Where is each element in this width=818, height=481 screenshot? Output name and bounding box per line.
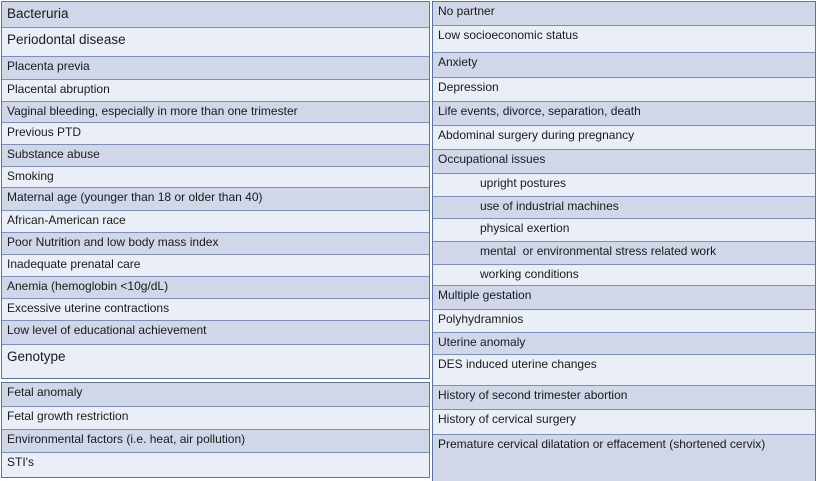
row-label: Placental abruption: [7, 82, 110, 96]
row-label: No partner: [438, 4, 495, 18]
row-label: Occupational issues: [438, 152, 546, 166]
table-row: DES induced uterine changes: [433, 355, 815, 386]
row-label: DES induced uterine changes: [438, 357, 597, 371]
table-row: Smoking: [2, 167, 429, 188]
row-label: Abdominal surgery during pregnancy: [438, 128, 635, 142]
table-row: Genotype: [2, 345, 429, 378]
row-label: Excessive uterine contractions: [7, 301, 170, 315]
table-row: mental or environmental stress related w…: [433, 242, 815, 265]
table-row: Poor Nutrition and low body mass index: [2, 233, 429, 255]
table-row: Polyhydramnios: [433, 310, 815, 333]
table-row: working conditions: [433, 265, 815, 286]
table-row: History of cervical surgery: [433, 410, 815, 435]
row-label: STI's: [7, 455, 34, 469]
row-label: upright postures: [480, 176, 567, 190]
row-label: Fetal growth restriction: [7, 409, 129, 423]
table-row: Low level of educational achievement: [2, 321, 429, 345]
row-label: Multiple gestation: [438, 288, 532, 302]
row-label: physical exertion: [480, 221, 570, 235]
table-row: Multiple gestation: [433, 286, 815, 310]
row-label: Premature cervical dilatation or effacem…: [438, 437, 766, 451]
table-row: History of second trimester abortion: [433, 386, 815, 410]
right-column: No partner Low socioeconomic status Anxiet…: [432, 1, 816, 481]
row-label: Bacteruria: [7, 6, 69, 21]
row-label: Vaginal bleeding, especially in more tha…: [7, 104, 298, 118]
row-label: Polyhydramnios: [438, 312, 524, 326]
left-table-upper: Bacteruria Periodontal disease Placenta pr…: [1, 1, 430, 379]
table-row: No partner: [433, 2, 815, 26]
left-table-lower: Fetal anomaly Fetal growth restriction Env…: [1, 382, 430, 478]
row-label: Depression: [438, 80, 499, 94]
table-row: Life events, divorce, separation, death: [433, 102, 815, 126]
row-label: Previous PTD: [7, 125, 82, 139]
table-row: STI's: [2, 453, 429, 477]
row-label: Anemia (hemoglobin <10g/dL): [7, 279, 169, 293]
row-label: African-American race: [7, 213, 126, 227]
row-label: use of industrial machines: [480, 199, 619, 213]
table-row: Fetal anomaly: [2, 383, 429, 407]
table-row: Uterine anomaly: [433, 333, 815, 355]
table-row: Placental abruption: [2, 80, 429, 102]
row-label: Uterine anomaly: [438, 335, 526, 349]
right-table: No partner Low socioeconomic status Anxiet…: [432, 1, 816, 481]
row-label: Low socioeconomic status: [438, 28, 579, 42]
row-label: Placenta previa: [7, 59, 90, 73]
table-row: Environmental factors (i.e. heat, air po…: [2, 430, 429, 453]
table-row: Placenta previa: [2, 57, 429, 80]
row-label: Inadequate prenatal care: [7, 257, 141, 271]
row-label: Fetal anomaly: [7, 385, 83, 399]
row-label: Substance abuse: [7, 147, 100, 161]
left-column: Bacteruria Periodontal disease Placenta pr…: [1, 1, 430, 478]
table-row: physical exertion: [433, 219, 815, 242]
row-label: Life events, divorce, separation, death: [438, 104, 641, 118]
row-label: Periodontal disease: [7, 32, 126, 47]
row-label: Low level of educational achievement: [7, 323, 207, 337]
table-row: use of industrial machines: [433, 197, 815, 219]
table-row: Vaginal bleeding, especially in more tha…: [2, 102, 429, 123]
table-row: Previous PTD: [2, 123, 429, 145]
table-row: Anxiety: [433, 53, 815, 78]
row-label: Smoking: [7, 169, 54, 183]
row-label: Poor Nutrition and low body mass index: [7, 235, 219, 249]
table-row: Bacteruria: [2, 2, 429, 28]
table-row: Abdominal surgery during pregnancy: [433, 126, 815, 150]
table-row: African-American race: [2, 211, 429, 233]
table-row: Occupational issues: [433, 150, 815, 174]
row-label: mental or environmental stress related w…: [480, 244, 717, 258]
table-row: Inadequate prenatal care: [2, 255, 429, 277]
table-row: Excessive uterine contractions: [2, 299, 429, 321]
row-label: Genotype: [7, 349, 66, 364]
table-row: Fetal growth restriction: [2, 407, 429, 430]
table-row: Depression: [433, 78, 815, 102]
row-label: Maternal age (younger than 18 or older t…: [7, 190, 263, 204]
row-label: History of second trimester abortion: [438, 388, 628, 402]
row-label: Environmental factors (i.e. heat, air po…: [7, 432, 246, 446]
table-row: Substance abuse: [2, 145, 429, 167]
table-row: Anemia (hemoglobin <10g/dL): [2, 277, 429, 299]
table-row: Maternal age (younger than 18 or older t…: [2, 188, 429, 211]
row-label: Anxiety: [438, 55, 478, 69]
table-row: Periodontal disease: [2, 28, 429, 57]
table-row: upright postures: [433, 174, 815, 197]
row-label: working conditions: [480, 267, 579, 281]
table-row: Premature cervical dilatation or effacem…: [433, 435, 815, 481]
row-label: History of cervical surgery: [438, 412, 577, 426]
table-row: Low socioeconomic status: [433, 26, 815, 53]
